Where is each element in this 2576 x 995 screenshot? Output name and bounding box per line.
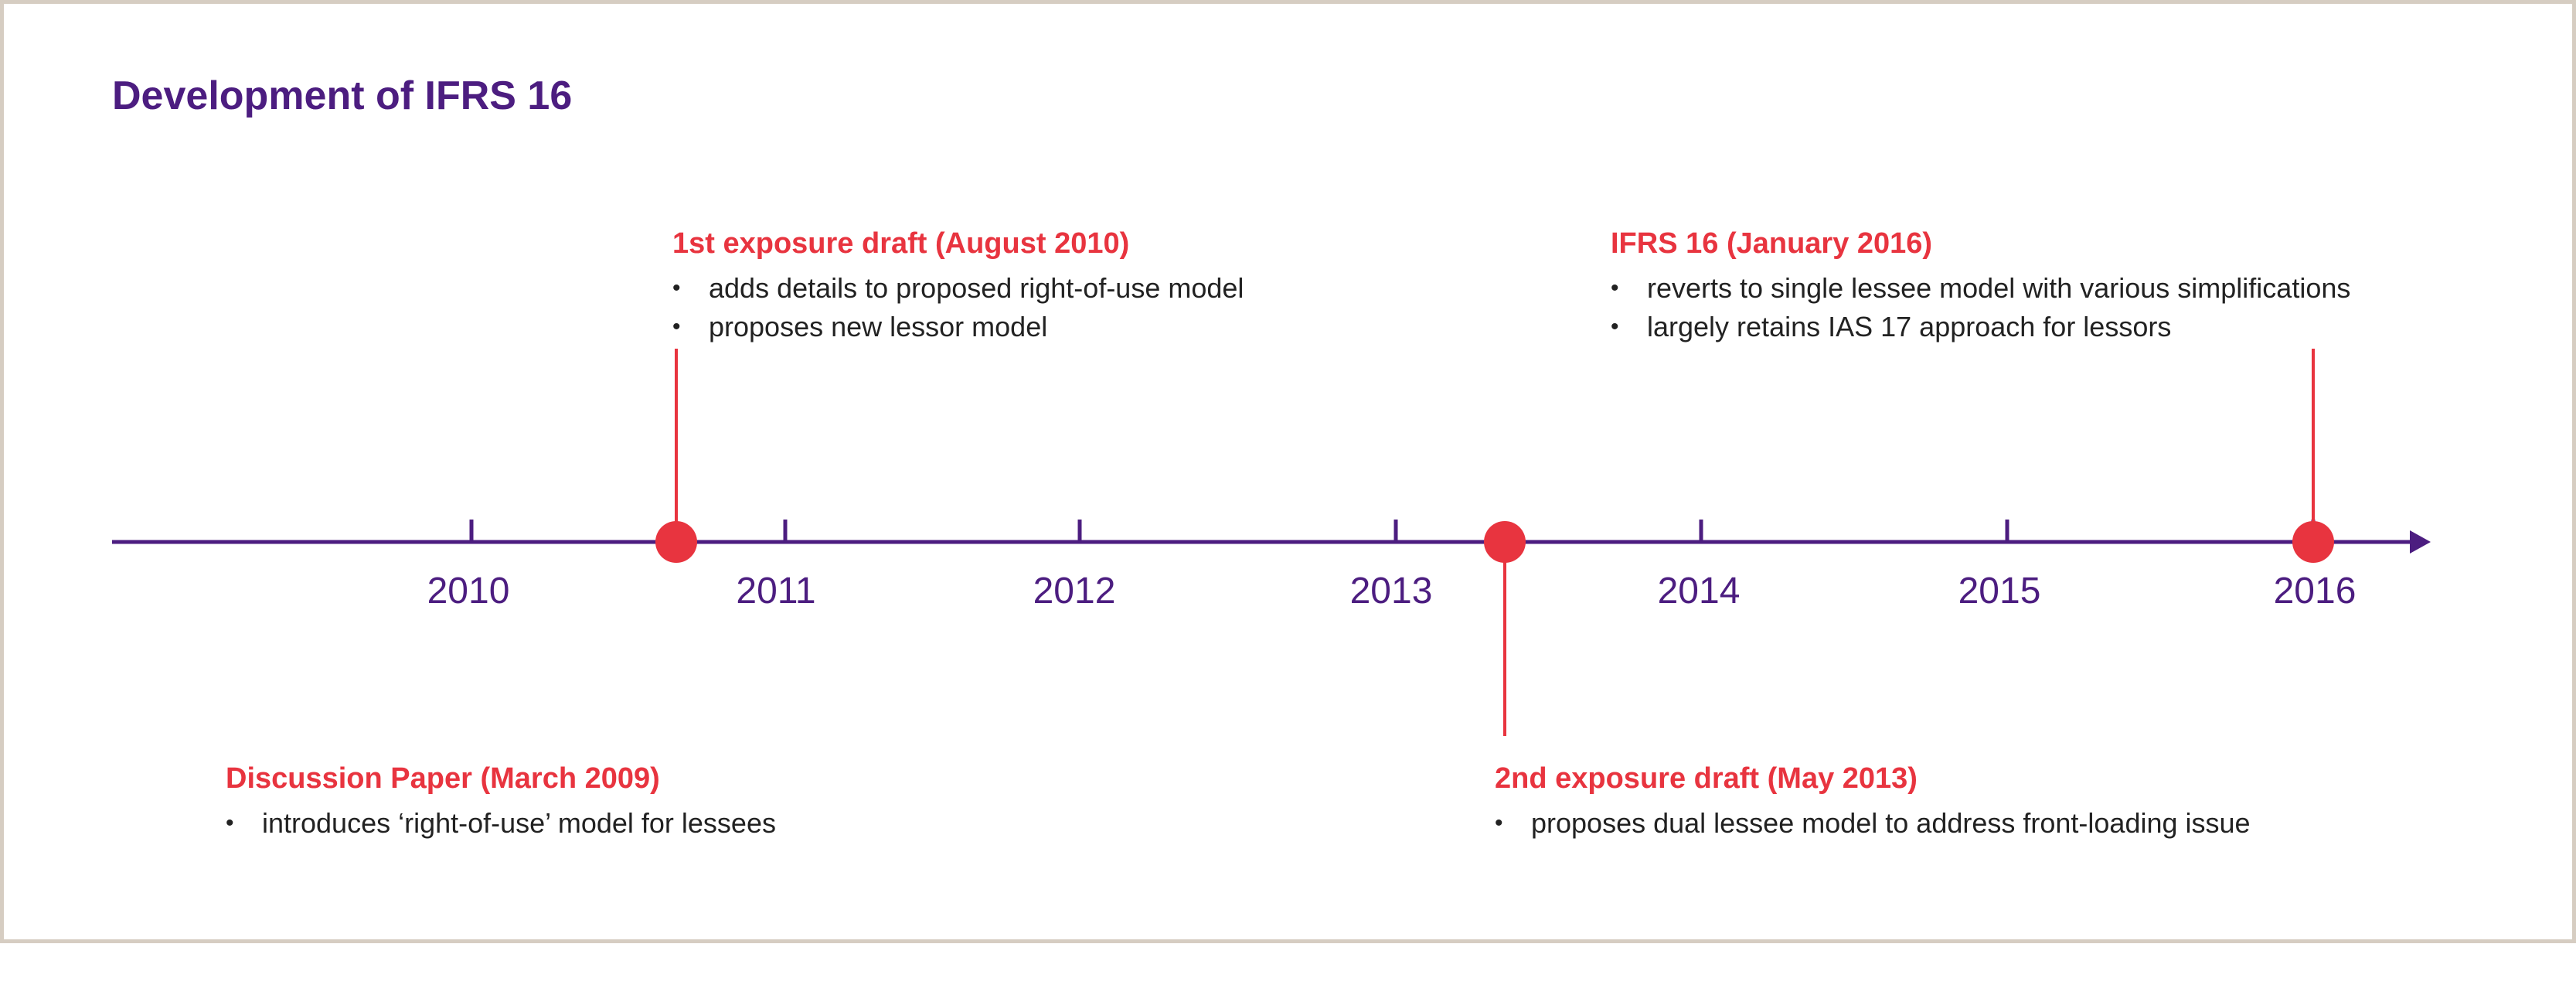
milestone-ifrs16: [2292, 521, 2334, 563]
event-bullet: proposes new lessor model: [672, 308, 1244, 346]
year-label-2012: 2012: [1033, 571, 1116, 612]
year-label-2016: 2016: [2274, 571, 2357, 612]
event-title: 2nd exposure draft (May 2013): [1495, 762, 1918, 795]
timeline-arrow-icon: [2410, 530, 2431, 554]
event-first-exposure-draft: 1st exposure draft (August 2010) adds de…: [672, 229, 1244, 346]
year-label-2010: 2010: [427, 571, 510, 612]
milestone-second-exposure-draft: [1484, 521, 1526, 563]
event-bullet-list: reverts to single lessee model with vari…: [1611, 269, 2350, 346]
year-label-2015: 2015: [1958, 571, 2041, 612]
event-bullet-list: proposes dual lessee model to address fr…: [1495, 804, 2251, 843]
event-discussion-paper: Discussion Paper (March 2009) introduces…: [226, 764, 776, 843]
event-title: IFRS 16 (January 2016): [1611, 227, 1933, 260]
event-bullet-list: adds details to proposed right-of-use mo…: [672, 269, 1244, 346]
event-second-exposure-draft: 2nd exposure draft (May 2013) proposes d…: [1495, 764, 2251, 843]
year-label-2011: 2011: [736, 571, 815, 612]
year-label-2013: 2013: [1350, 571, 1433, 612]
event-bullet: reverts to single lessee model with vari…: [1611, 269, 2350, 308]
event-title: Discussion Paper (March 2009): [226, 762, 660, 795]
event-bullet: adds details to proposed right-of-use mo…: [672, 269, 1244, 308]
milestone-first-exposure-draft: [655, 521, 697, 563]
page-title: Development of IFRS 16: [112, 73, 573, 118]
event-bullet: introduces ‘right-of-use’ model for less…: [226, 804, 776, 843]
event-title: 1st exposure draft (August 2010): [672, 227, 1130, 260]
event-bullet-list: introduces ‘right-of-use’ model for less…: [226, 804, 776, 843]
year-label-2014: 2014: [1658, 571, 1741, 612]
diagram-frame: [0, 0, 2576, 943]
event-bullet: proposes dual lessee model to address fr…: [1495, 804, 2251, 843]
event-ifrs16: IFRS 16 (January 2016) reverts to single…: [1611, 229, 2350, 346]
event-bullet: largely retains IAS 17 approach for less…: [1611, 308, 2350, 346]
